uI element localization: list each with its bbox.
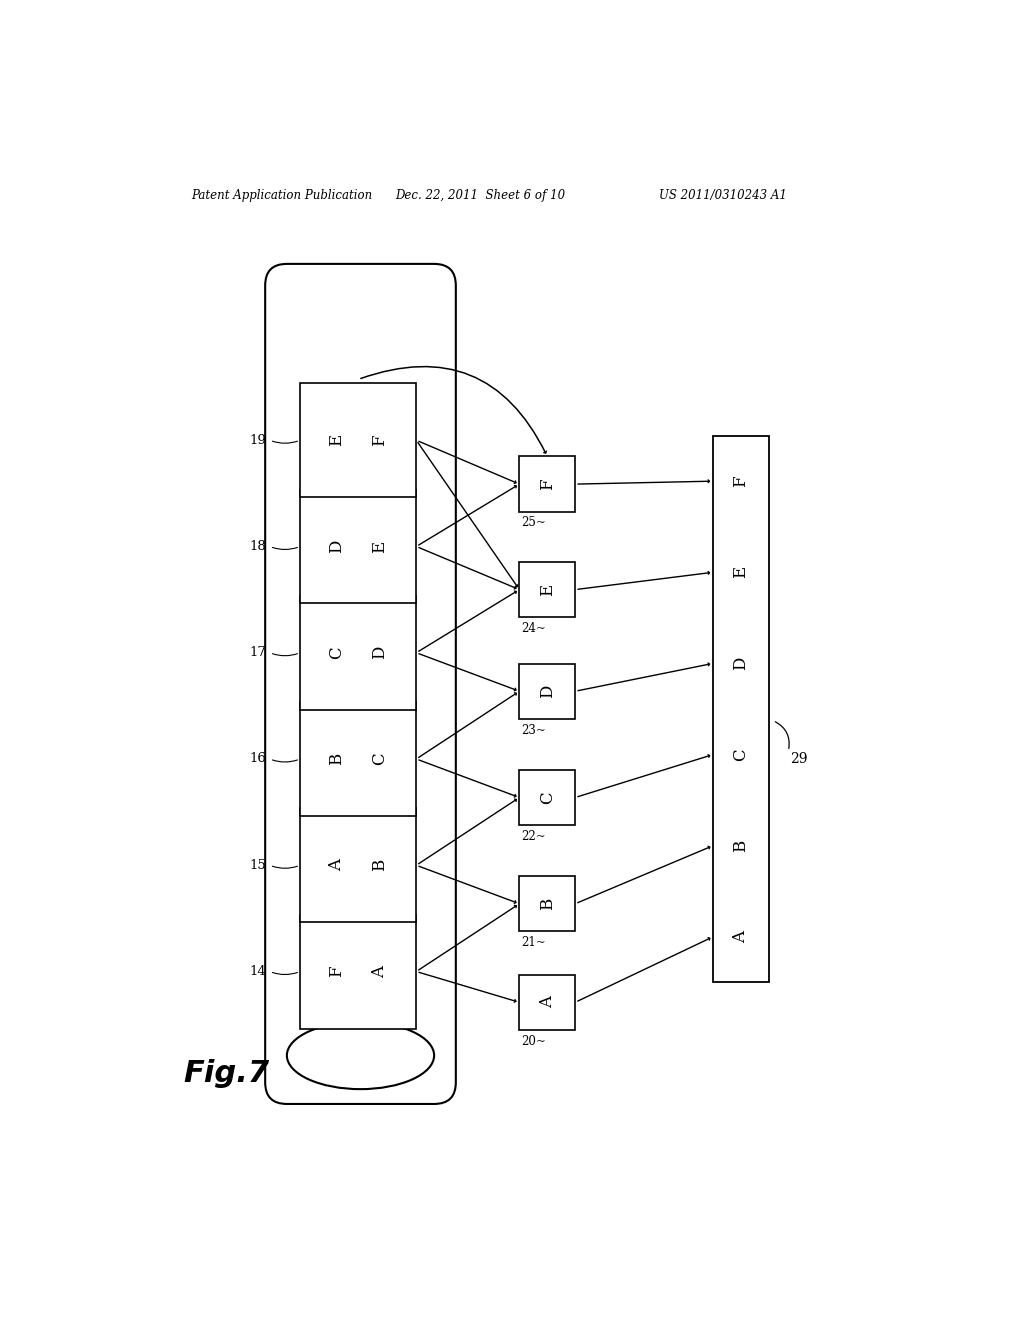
Text: 14: 14	[249, 965, 266, 978]
Bar	[300, 808, 417, 923]
Text: C: C	[732, 748, 750, 760]
Text: E: E	[372, 540, 388, 553]
Text: 29: 29	[790, 752, 807, 766]
Text: 21~: 21~	[521, 936, 546, 949]
Bar	[519, 457, 575, 512]
Bar	[300, 490, 417, 603]
Bar	[300, 383, 417, 498]
Bar	[519, 664, 575, 719]
Bar	[713, 436, 769, 982]
Text: US 2011/0310243 A1: US 2011/0310243 A1	[658, 189, 786, 202]
Text: C: C	[372, 752, 388, 766]
Text: 16: 16	[249, 752, 266, 766]
Text: C: C	[539, 791, 556, 804]
Bar	[519, 562, 575, 618]
Text: Fig.7: Fig.7	[183, 1059, 270, 1088]
Text: 23~: 23~	[521, 723, 546, 737]
Text: E: E	[539, 583, 556, 595]
Bar	[300, 702, 417, 816]
Bar	[519, 974, 575, 1030]
Text: F: F	[539, 478, 556, 490]
Bar	[300, 595, 417, 710]
Text: B: B	[372, 859, 388, 871]
Text: F: F	[732, 475, 750, 487]
Text: 15: 15	[249, 859, 266, 871]
Bar	[519, 770, 575, 825]
Text: C: C	[328, 647, 345, 659]
Text: D: D	[732, 657, 750, 671]
Text: E: E	[732, 566, 750, 578]
Text: A: A	[732, 931, 750, 942]
Text: 25~: 25~	[521, 516, 546, 529]
Text: F: F	[372, 434, 388, 446]
Text: B: B	[328, 752, 345, 766]
Text: E: E	[328, 434, 345, 446]
Text: D: D	[328, 540, 345, 553]
Text: 22~: 22~	[521, 830, 546, 843]
Text: Patent Application Publication: Patent Application Publication	[191, 189, 373, 202]
Text: 17: 17	[249, 647, 266, 659]
Text: A: A	[539, 997, 556, 1008]
Text: Dec. 22, 2011  Sheet 6 of 10: Dec. 22, 2011 Sheet 6 of 10	[395, 189, 565, 202]
Text: B: B	[539, 898, 556, 909]
Text: A: A	[328, 859, 345, 871]
Text: 18: 18	[249, 540, 266, 553]
Text: 19: 19	[249, 434, 266, 446]
Text: 20~: 20~	[521, 1035, 546, 1048]
FancyBboxPatch shape	[265, 264, 456, 1104]
Bar	[519, 876, 575, 932]
Text: 24~: 24~	[521, 622, 546, 635]
Text: F: F	[328, 966, 345, 977]
Bar	[300, 915, 417, 1028]
Text: B: B	[732, 840, 750, 851]
Text: D: D	[372, 645, 388, 660]
Text: D: D	[539, 685, 556, 698]
Text: A: A	[372, 965, 388, 978]
Ellipse shape	[287, 1022, 434, 1089]
